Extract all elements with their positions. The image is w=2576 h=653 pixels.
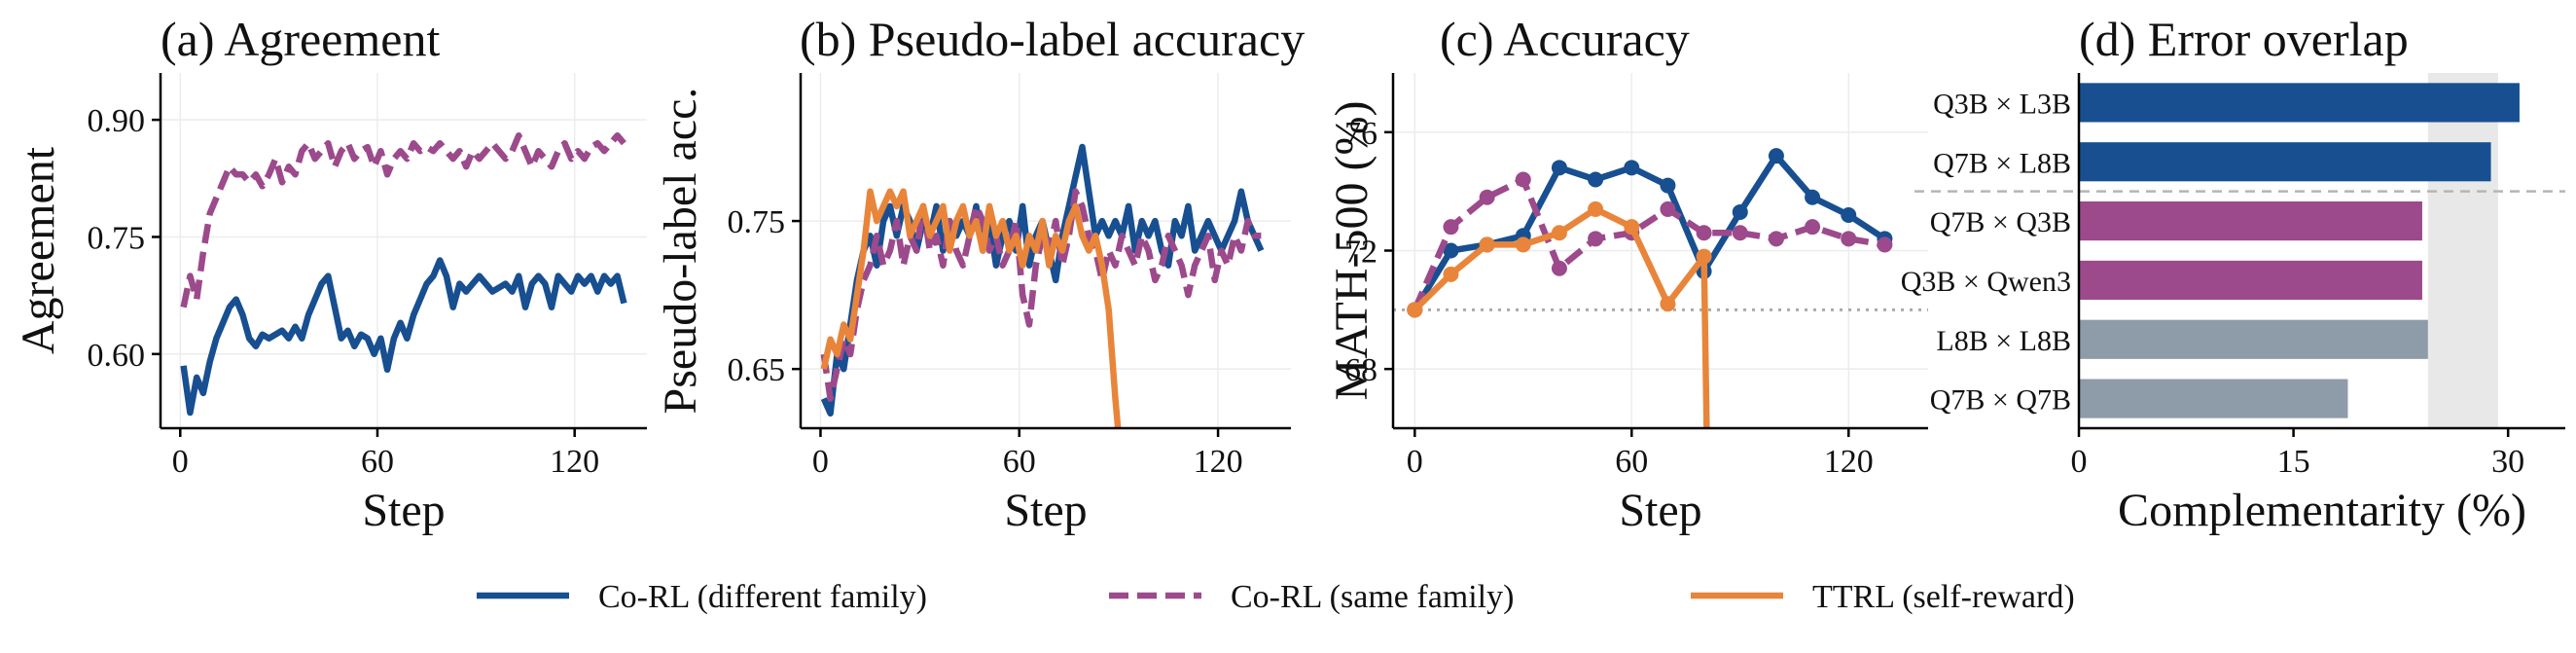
panel-a-agreement: 0 60 120 0.60 0.75 0.90 (a) Agreement Step Agree… xyxy=(13,12,647,536)
x-tick-label: 0 xyxy=(1407,444,1423,480)
x-tick-label: 30 xyxy=(2491,444,2524,480)
bar-2 xyxy=(2079,201,2422,241)
series-marker-ttrl xyxy=(1407,302,1423,318)
series-marker-same_family xyxy=(1515,171,1531,188)
bar-1 xyxy=(2079,142,2491,182)
series-marker-ttrl xyxy=(1699,480,1715,495)
y-axis-label: Pseudo-label acc. xyxy=(655,88,706,415)
series-marker-same_family xyxy=(1841,231,1857,247)
series-marker-same_family xyxy=(1768,231,1784,247)
series-marker-ttrl xyxy=(1551,225,1567,241)
series-line-same_family xyxy=(180,131,626,308)
series-marker-same_family xyxy=(1443,219,1459,236)
x-axis-label: Step xyxy=(1619,485,1701,536)
panel-title: (c) Accuracy xyxy=(1440,12,1690,66)
series-marker-ttrl xyxy=(1515,236,1531,253)
x-tick-label: 120 xyxy=(550,444,599,480)
series-marker-same_family xyxy=(1805,219,1821,236)
series-marker-diff_family xyxy=(1805,189,1821,205)
bar-3 xyxy=(2079,260,2422,300)
series-line-ttrl xyxy=(820,188,1122,428)
bar-5 xyxy=(2079,379,2348,418)
bar-category-label: Q3B × L3B xyxy=(1933,88,2071,120)
series-marker-same_family xyxy=(1696,225,1712,241)
bar-category-label: Q7B × L8B xyxy=(1933,147,2071,179)
legend-label: Co-RL (same family) xyxy=(1231,579,1514,615)
y-tick-label: 0.60 xyxy=(88,338,146,374)
y-tick-label: 76 xyxy=(1344,116,1377,152)
x-axis-label: Step xyxy=(1004,485,1087,536)
panel-b-pseudo-label-accuracy: 0 60 120 0.65 0.75 (b) Pseudo-label accuracy S… xyxy=(655,12,1305,536)
series-marker-ttrl xyxy=(1479,236,1495,253)
panel-d-error-overlap: Q3B × L3B Q7B × L8B Q7B × Q3B Q3B × Qwen3 L8… xyxy=(1901,12,2565,536)
legend-label: TTRL (self-reward) xyxy=(1812,579,2075,615)
series-marker-ttrl xyxy=(1660,296,1676,312)
legend: Co-RL (different family) Co-RL (same fami… xyxy=(477,579,2075,615)
series-marker-diff_family xyxy=(1768,148,1784,164)
x-tick-label: 60 xyxy=(361,444,394,480)
series-line-diff_family xyxy=(180,257,627,417)
panel-title: (a) Agreement xyxy=(161,12,440,66)
series-marker-diff_family xyxy=(1588,171,1604,188)
series-group xyxy=(820,143,1265,428)
series-group xyxy=(1407,148,1893,495)
x-tick-label: 0 xyxy=(172,444,189,480)
y-tick-label: 72 xyxy=(1344,235,1377,271)
y-tick-label: 0.75 xyxy=(728,204,786,240)
x-tick-label: 120 xyxy=(1824,444,1874,480)
series-marker-ttrl xyxy=(1696,248,1712,265)
panel-c-accuracy: 0 60 120 68 72 76 (c) Accuracy Step MATH-500 (%) xyxy=(1326,12,1928,536)
bar-category-label: L8B × L8B xyxy=(1936,325,2071,357)
y-tick-label: 0.90 xyxy=(88,103,146,139)
series-marker-same_family xyxy=(1551,260,1567,276)
series-marker-diff_family xyxy=(1841,207,1857,223)
x-tick-label: 60 xyxy=(1003,444,1036,480)
x-tick-label: 0 xyxy=(812,444,829,480)
bar-category-label: Q7B × Q3B xyxy=(1930,206,2071,238)
panel-title: (d) Error overlap xyxy=(2079,12,2409,66)
y-tick-label: 0.75 xyxy=(88,220,146,256)
series-line-ttrl xyxy=(1413,205,1710,428)
bar-category-label: Q7B × Q7B xyxy=(1930,384,2071,417)
series-marker-diff_family xyxy=(1660,177,1676,194)
series-marker-ttrl xyxy=(1624,219,1640,236)
x-axis-label: Step xyxy=(362,485,445,536)
series-marker-ttrl xyxy=(1443,266,1459,282)
y-tick-label: 68 xyxy=(1344,352,1377,388)
x-tick-label: 60 xyxy=(1615,444,1648,480)
series-marker-diff_family xyxy=(1732,203,1748,220)
legend-label: Co-RL (different family) xyxy=(598,579,927,615)
series-marker-diff_family xyxy=(1624,160,1640,176)
series-marker-same_family xyxy=(1588,231,1604,247)
panel-title: (b) Pseudo-label accuracy xyxy=(800,12,1305,66)
x-tick-label: 120 xyxy=(1194,444,1243,480)
series-marker-same_family xyxy=(1877,236,1893,253)
series-marker-same_family xyxy=(1660,200,1676,217)
series-marker-same_family xyxy=(1732,225,1748,241)
y-axis-label: MATH-500 (%) xyxy=(1326,101,1377,401)
bar-0 xyxy=(2079,83,2520,123)
series-marker-same_family xyxy=(1479,189,1495,205)
y-tick-label: 0.65 xyxy=(728,352,786,388)
bar-category-label: Q3B × Qwen3 xyxy=(1901,266,2071,298)
series-marker-diff_family xyxy=(1443,242,1459,259)
complementarity-shaded-band xyxy=(2427,73,2498,428)
x-tick-label: 15 xyxy=(2277,444,2310,480)
bar-4 xyxy=(2079,319,2428,359)
y-axis-label: Agreement xyxy=(13,146,64,354)
series-marker-ttrl xyxy=(1588,200,1604,217)
series-line-diff_family xyxy=(820,143,1265,417)
x-axis-label: Complementarity (%) xyxy=(2118,485,2526,536)
series-group xyxy=(180,131,627,417)
x-tick-label: 0 xyxy=(2071,444,2088,480)
series-marker-diff_family xyxy=(1551,160,1567,176)
